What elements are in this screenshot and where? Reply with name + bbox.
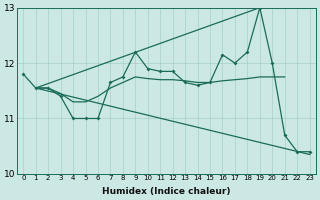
X-axis label: Humidex (Indice chaleur): Humidex (Indice chaleur) [102, 187, 231, 196]
